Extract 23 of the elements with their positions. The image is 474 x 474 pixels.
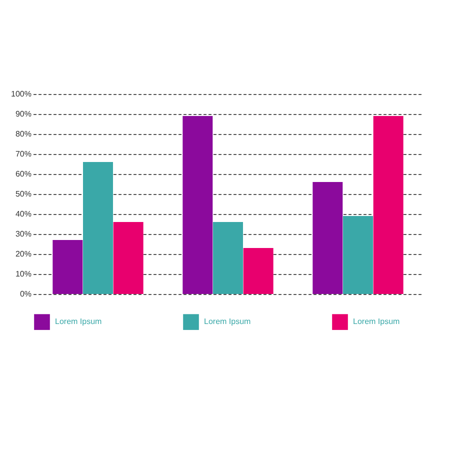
y-tick-label: 0% <box>20 290 32 298</box>
y-tick-label: 60% <box>15 170 32 178</box>
bar <box>243 248 274 294</box>
y-tick-label: 20% <box>15 250 32 258</box>
bar <box>373 116 404 294</box>
y-tick-label: 50% <box>15 190 32 198</box>
y-tick-label: 90% <box>15 110 32 118</box>
legend-label: Lorem Ipsum <box>353 317 400 326</box>
y-tick-label: 30% <box>15 230 32 238</box>
y-tick-label: 80% <box>15 130 32 138</box>
legend-label: Lorem Ipsum <box>55 317 102 326</box>
bar <box>343 216 373 294</box>
bar <box>182 116 213 294</box>
y-tick-label: 100% <box>11 90 32 98</box>
y-tick-label: 40% <box>15 210 32 218</box>
bar <box>213 222 243 294</box>
y-tick-label: 70% <box>15 150 32 158</box>
bar <box>83 162 113 294</box>
legend-label: Lorem Ipsum <box>204 317 252 326</box>
bar <box>113 222 144 294</box>
bar <box>52 240 83 294</box>
y-tick-label: 10% <box>15 270 32 278</box>
bar <box>312 182 343 294</box>
